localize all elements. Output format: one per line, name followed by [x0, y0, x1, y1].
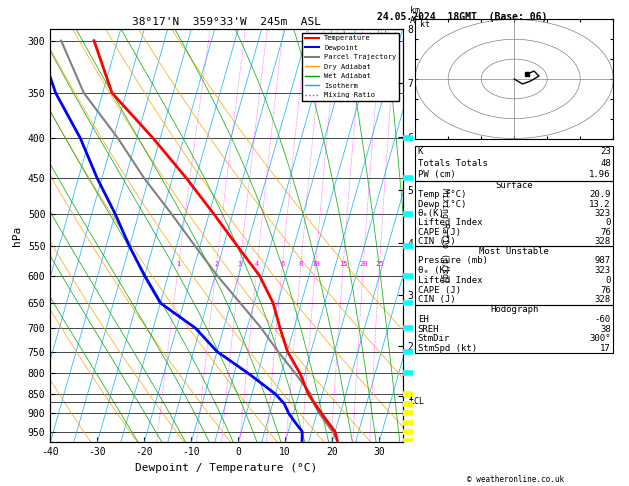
Text: 8: 8: [299, 261, 303, 267]
Text: -60: -60: [594, 315, 611, 324]
Text: 3: 3: [238, 261, 242, 267]
Text: 17: 17: [600, 344, 611, 353]
Text: 0: 0: [605, 276, 611, 285]
Text: 24.05.2024  18GMT  (Base: 06): 24.05.2024 18GMT (Base: 06): [377, 12, 547, 22]
Text: 2: 2: [214, 261, 218, 267]
Y-axis label: hPa: hPa: [13, 226, 22, 246]
Text: 20.9: 20.9: [589, 191, 611, 199]
Text: Lifted Index: Lifted Index: [418, 276, 482, 285]
Text: EH: EH: [418, 315, 428, 324]
Text: 1: 1: [176, 261, 181, 267]
Text: StmDir: StmDir: [418, 334, 450, 343]
Text: 20: 20: [359, 261, 367, 267]
Text: SREH: SREH: [418, 325, 439, 333]
Text: CAPE (J): CAPE (J): [418, 286, 460, 295]
Text: km
ASL: km ASL: [409, 6, 425, 25]
Text: StmSpd (kt): StmSpd (kt): [418, 344, 477, 353]
Text: 323: 323: [594, 266, 611, 275]
Legend: Temperature, Dewpoint, Parcel Trajectory, Dry Adiabat, Wet Adiabat, Isotherm, Mi: Temperature, Dewpoint, Parcel Trajectory…: [302, 33, 399, 101]
Text: Lifted Index: Lifted Index: [418, 219, 482, 227]
Text: Dewp (°C): Dewp (°C): [418, 200, 466, 208]
Text: 10: 10: [311, 261, 320, 267]
Text: Pressure (mb): Pressure (mb): [418, 257, 487, 265]
Text: 987: 987: [594, 257, 611, 265]
Text: 328: 328: [594, 237, 611, 246]
Text: PW (cm): PW (cm): [418, 171, 455, 179]
Text: 0: 0: [605, 219, 611, 227]
Text: K: K: [418, 147, 423, 156]
Text: 38: 38: [600, 325, 611, 333]
Text: Surface: Surface: [496, 181, 533, 190]
Text: 76: 76: [600, 286, 611, 295]
Text: CAPE (J): CAPE (J): [418, 228, 460, 237]
Text: 4: 4: [255, 261, 259, 267]
Text: 48: 48: [600, 159, 611, 168]
Text: Mixing Ratio (g/kg): Mixing Ratio (g/kg): [440, 188, 449, 283]
Text: 23: 23: [600, 147, 611, 156]
Text: 76: 76: [600, 228, 611, 237]
Text: 6: 6: [280, 261, 284, 267]
Text: 1.96: 1.96: [589, 171, 611, 179]
Text: 323: 323: [594, 209, 611, 218]
Title: 38°17'N  359°33'W  245m  ASL: 38°17'N 359°33'W 245m ASL: [132, 17, 321, 27]
Text: © weatheronline.co.uk: © weatheronline.co.uk: [467, 474, 564, 484]
Text: θₑ(K): θₑ(K): [418, 209, 445, 218]
Text: Most Unstable: Most Unstable: [479, 247, 549, 256]
Text: CIN (J): CIN (J): [418, 237, 455, 246]
Text: θₑ (K): θₑ (K): [418, 266, 450, 275]
Text: 300°: 300°: [589, 334, 611, 343]
X-axis label: Dewpoint / Temperature (°C): Dewpoint / Temperature (°C): [135, 463, 318, 473]
Text: 25: 25: [375, 261, 384, 267]
Text: 13.2: 13.2: [589, 200, 611, 208]
Text: 328: 328: [594, 295, 611, 304]
Text: CIN (J): CIN (J): [418, 295, 455, 304]
Text: kt: kt: [420, 20, 430, 29]
Text: Hodograph: Hodograph: [490, 305, 538, 314]
Text: Temp (°C): Temp (°C): [418, 191, 466, 199]
Text: 15: 15: [339, 261, 347, 267]
Text: Totals Totals: Totals Totals: [418, 159, 487, 168]
Text: LCL: LCL: [409, 398, 425, 406]
